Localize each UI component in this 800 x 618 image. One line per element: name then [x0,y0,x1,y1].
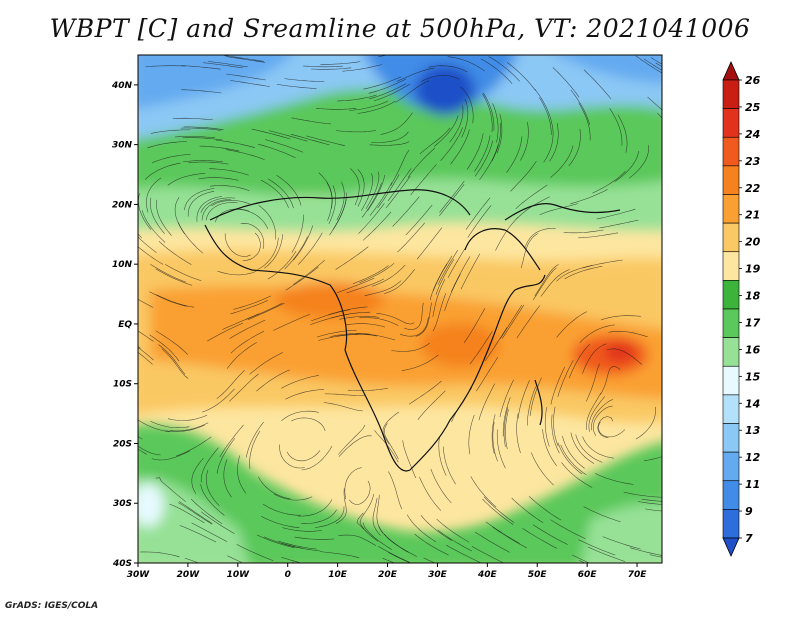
colorbar-segment [722,251,740,281]
colorbar-label: 11 [745,478,760,491]
colorbar-bottom-arrow [722,537,740,557]
colorbar-label: 21 [745,209,760,222]
colorbar-label: 18 [745,290,761,303]
colorbar: 26 25 24 23 22 21 20 19 18 17 16 15 14 13 12 11 9 7 [722,61,761,557]
colorbar-label: 26 [745,74,761,87]
colorbar-segment [722,222,740,253]
lat-label: 30S [113,499,132,509]
lat-label: 10S [113,380,132,390]
colorbar-segment [722,394,740,424]
latitude-labels: 40N 30N 20N 10N EQ 10S 20S 30S 40S [111,81,138,569]
colorbar-label: 15 [745,370,761,383]
lon-label: 50E [528,570,548,580]
colorbar-label: 19 [745,263,761,276]
streamlines [138,55,662,563]
lon-label: 30W [127,570,151,580]
colorbar-segment [722,108,740,138]
map-frame [137,54,663,564]
lon-label: 40E [477,570,498,580]
lat-label: 20S [113,439,132,449]
colorbar-segment [722,423,740,453]
lat-label: 20N [112,200,133,210]
lon-label: 30E [428,570,448,580]
colorbar-segment [722,308,740,338]
colorbar-segment [722,451,740,482]
lon-label: 10E [328,570,348,580]
lat-label: 40S [112,559,132,569]
lon-label: 0 [285,570,291,580]
colorbar-label: 20 [745,236,761,249]
colorbar-label: 24 [745,128,760,141]
colorbar-segment [722,480,740,510]
colorbar-segment [722,79,740,109]
colorbar-label: 14 [745,397,760,410]
lon-label: 10W [227,570,251,580]
colorbar-top-arrow [722,61,740,81]
lat-label: EQ [118,320,132,330]
colorbar-label: 9 [745,505,753,518]
lat-label: 30N [112,141,133,151]
colorbar-segment [722,194,740,224]
temperature-field [138,55,662,563]
colorbar-segment [722,365,740,396]
lat-label: 40N [111,81,133,91]
grads-credit: GrADS: IGES/COLA [5,601,99,611]
colorbar-label: 12 [745,451,761,464]
lon-label: 70E [628,570,648,580]
colorbar-segment [722,136,740,167]
lon-label: 60E [578,570,598,580]
colorbar-label: 7 [745,532,753,545]
colorbar-label: 16 [745,343,761,356]
coastlines [204,189,621,472]
colorbar-segment [722,280,740,310]
colorbar-segment [722,337,740,367]
colorbar-label: 23 [745,155,761,168]
colorbar-label: 25 [745,101,761,114]
lat-label: 10N [112,260,133,270]
colorbar-label: 22 [745,182,761,195]
map-title: WBPT [C] and Sreamline at 500hPa, VT: 20… [49,14,751,43]
colorbar-label: 13 [745,424,761,437]
colorbar-segment [722,509,740,539]
lon-label: 20E [378,570,398,580]
lon-label: 20W [177,570,201,580]
colorbar-segment [722,165,740,195]
colorbar-label: 17 [745,316,761,329]
longitude-labels: 30W 20W 10W 0 10E 20E 30E 40E 50E 60E 70E [127,563,647,580]
